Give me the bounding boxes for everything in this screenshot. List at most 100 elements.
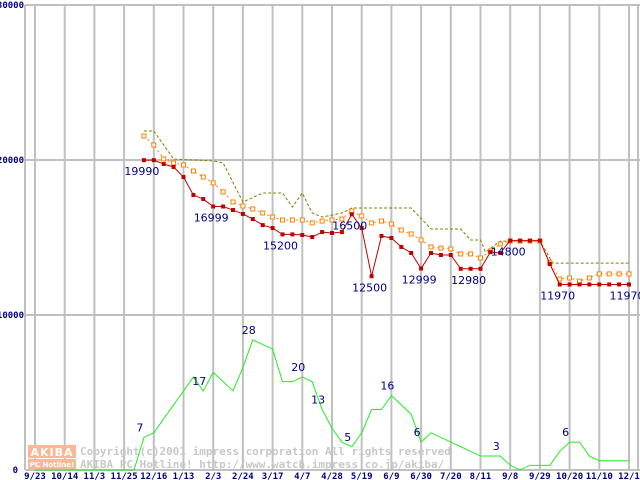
price-label: 14800 <box>491 246 526 259</box>
data-point <box>586 275 592 281</box>
data-point <box>557 282 562 287</box>
data-point <box>518 238 523 243</box>
watermark: AKIBA PC Hotline! Copyright(c)2001 impre… <box>28 445 451 471</box>
data-point <box>240 203 246 209</box>
data-point <box>280 232 285 237</box>
x-tick-label: 4/7 <box>294 472 310 480</box>
x-tick-label: 1/13 <box>173 472 195 480</box>
grid <box>24 4 640 471</box>
data-point <box>498 251 503 255</box>
count-label: 6 <box>414 426 421 439</box>
count-label: 5 <box>344 431 351 444</box>
data-point <box>161 162 166 167</box>
data-point <box>290 232 295 237</box>
price-label: 12999 <box>402 274 437 287</box>
count-label: 3 <box>493 440 500 453</box>
data-point <box>330 231 334 236</box>
price-label: 11970 <box>540 289 575 302</box>
x-tick-label: 4/28 <box>321 472 343 480</box>
data-point <box>468 266 473 271</box>
data-point <box>627 282 631 287</box>
x-tick-label: 12/16 <box>140 472 167 480</box>
series-max-price <box>143 130 629 264</box>
x-tick-label: 2/3 <box>205 472 221 480</box>
series-line <box>143 130 629 264</box>
data-point <box>320 230 325 235</box>
data-point <box>577 282 582 287</box>
data-point <box>151 158 156 163</box>
logo-top-bg <box>28 445 76 458</box>
data-point <box>418 237 424 243</box>
site-text: AKIBA PC Hotline! http://www.watch.impre… <box>80 458 445 471</box>
data-point <box>429 251 433 255</box>
data-point <box>369 220 375 226</box>
y-tick-label: 0 <box>13 466 18 476</box>
x-tick-label: 11/3 <box>84 472 106 480</box>
copyright-text: Copyright(c)2001 impress corporation All… <box>80 445 451 458</box>
series-lowest-price <box>141 158 631 287</box>
count-label: 7 <box>136 421 143 434</box>
data-point <box>181 175 186 180</box>
x-tick-label: 10/14 <box>51 472 79 480</box>
annotations: 19990 16999 15200 16500 12500 12999 12980 14800… <box>124 165 640 453</box>
data-point <box>617 282 622 287</box>
x-tick-label: 11/25 <box>111 472 138 480</box>
data-point <box>191 193 196 198</box>
data-point <box>399 244 404 249</box>
count-label: 16 <box>380 380 394 393</box>
data-point <box>260 223 265 228</box>
data-point <box>388 221 394 227</box>
data-point <box>250 217 255 222</box>
data-point <box>409 251 414 255</box>
data-point <box>250 206 256 212</box>
data-point <box>606 271 612 277</box>
data-point <box>468 251 474 257</box>
x-tick-label: 9/29 <box>529 472 551 480</box>
data-point <box>389 235 394 240</box>
data-point <box>478 255 483 261</box>
data-point <box>398 227 404 233</box>
series <box>35 130 632 471</box>
data-point <box>310 235 315 240</box>
data-point <box>508 238 513 243</box>
data-point <box>567 282 572 287</box>
data-point <box>349 212 354 217</box>
data-point <box>497 241 503 247</box>
count-label: 13 <box>311 394 325 407</box>
data-point <box>448 246 454 252</box>
data-point <box>289 217 295 223</box>
y-tick-label: 20000 <box>0 156 24 166</box>
data-point <box>201 197 206 202</box>
count-label: 20 <box>291 361 305 374</box>
data-point <box>547 262 552 267</box>
data-point <box>231 208 235 213</box>
data-point <box>300 233 305 238</box>
data-point <box>597 282 602 287</box>
x-tick-label: 9/23 <box>24 472 46 480</box>
data-point <box>190 168 196 174</box>
data-point <box>151 142 157 148</box>
data-point <box>161 156 167 162</box>
data-point <box>587 282 592 287</box>
data-point <box>171 164 176 169</box>
data-point <box>596 271 602 277</box>
x-tick-label: 8/11 <box>470 472 492 480</box>
data-point <box>488 250 493 255</box>
data-point <box>448 253 453 258</box>
data-point <box>577 278 582 284</box>
data-point <box>359 226 364 231</box>
count-label: 17 <box>192 375 206 388</box>
data-point <box>557 276 563 282</box>
data-point <box>329 217 335 223</box>
x-tick-label: 6/9 <box>383 472 399 480</box>
series-shop-count <box>35 339 629 471</box>
data-point <box>626 271 632 277</box>
price-label: 11970 <box>610 289 640 302</box>
data-point <box>537 238 542 243</box>
data-point <box>428 244 434 250</box>
data-point <box>309 220 315 226</box>
logo-top: AKIBA <box>30 446 73 459</box>
x-tick-label: 12/1 <box>618 472 640 480</box>
x-tick-label: 10/20 <box>556 472 583 480</box>
